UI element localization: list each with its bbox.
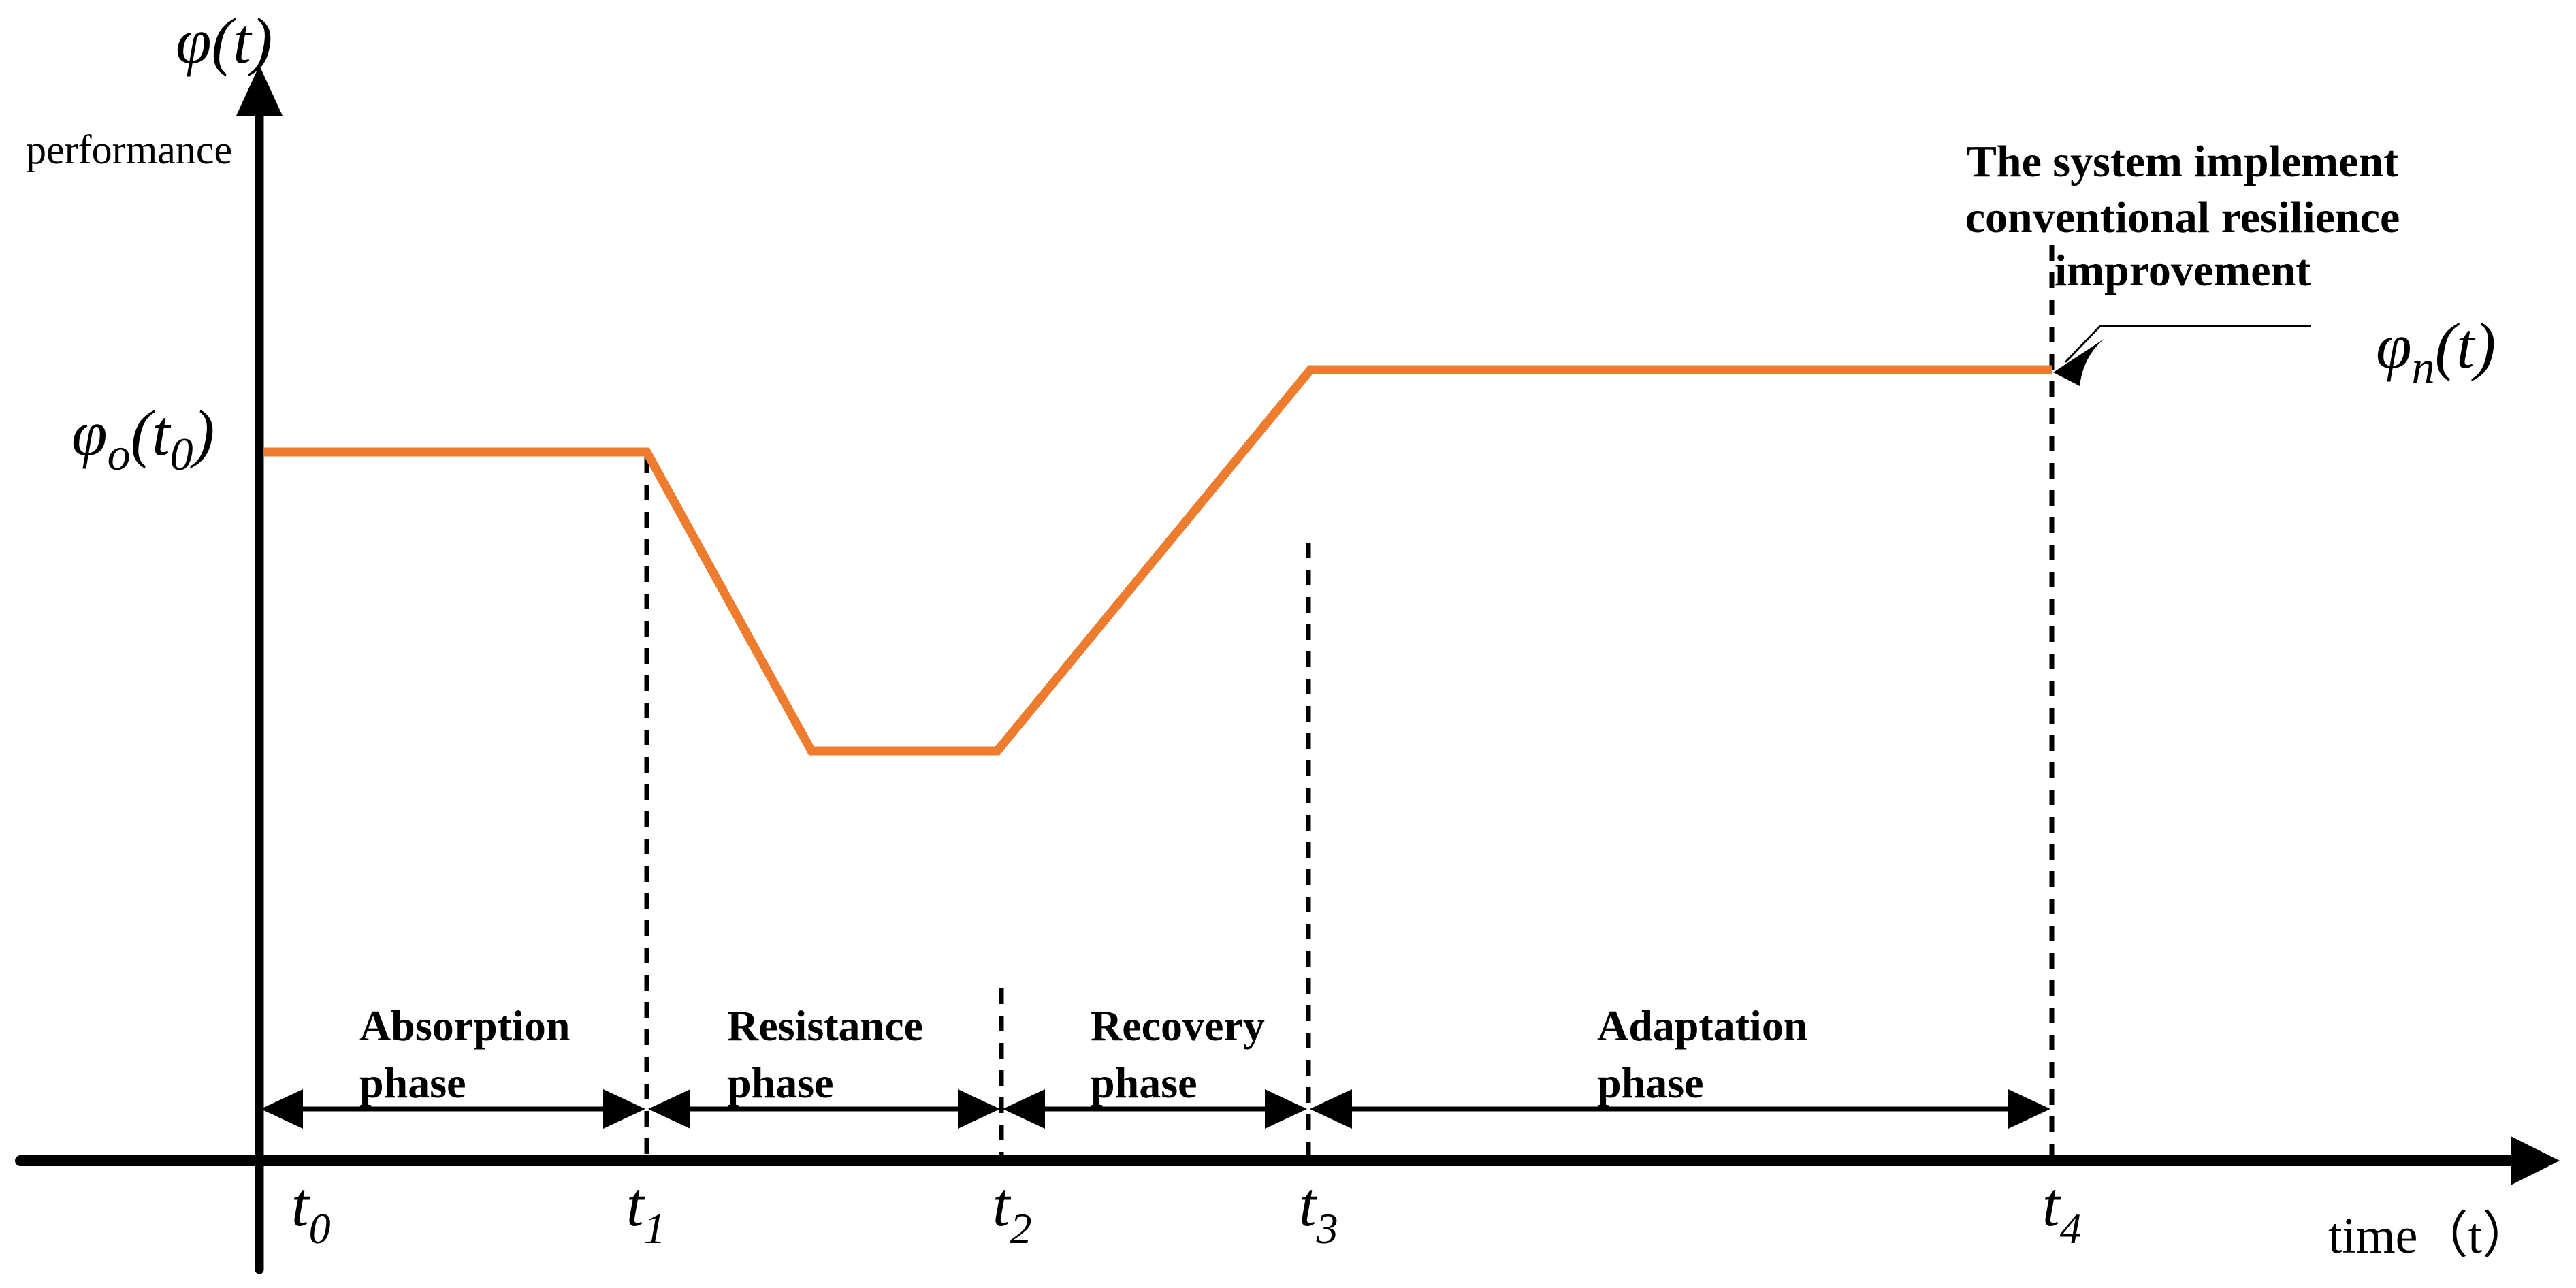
phase-label-recovery-line2: phase xyxy=(1091,1059,1197,1107)
recovery-arrow-right-head-icon xyxy=(1265,1089,1307,1129)
phase-label-resistance-line1: Resistance xyxy=(727,1001,923,1050)
tick-label-t0: t0 xyxy=(291,1170,331,1253)
annotation-line-1: The system implement xyxy=(1967,137,2398,187)
resistance-arrow-right-head-icon xyxy=(958,1089,1000,1129)
absorption-arrow-left-head-icon xyxy=(261,1089,303,1129)
annotation-line-3: improvement xyxy=(2055,246,2311,295)
performance-curve xyxy=(264,365,2052,756)
annotation-line-2: conventional resilience xyxy=(1965,193,2400,242)
resistance-arrow-left-head-icon xyxy=(648,1089,690,1129)
y-axis-title: φ(t) xyxy=(176,5,272,77)
x-axis-title: time（t） xyxy=(2328,1208,2532,1264)
phase-label-absorption-line1: Absorption xyxy=(359,1001,570,1050)
callout-leader-line xyxy=(2064,325,2311,364)
recovery-arrow-left-head-icon xyxy=(1003,1089,1045,1129)
adaptation-arrow-left-head-icon xyxy=(1310,1089,1352,1129)
callout-arrowhead-icon xyxy=(2053,338,2105,386)
adaptation-arrow-right-head-icon xyxy=(2008,1089,2050,1129)
phase-label-adaptation-line1: Adaptation xyxy=(1597,1001,1807,1050)
new-level-label: φn(t) xyxy=(2376,310,2496,393)
y-axis-arrowhead-icon xyxy=(236,65,283,116)
tick-label-t1: t1 xyxy=(626,1170,666,1253)
absorption-arrow-right-head-icon xyxy=(603,1089,645,1129)
y-axis-subtitle: performance xyxy=(26,127,232,172)
phase-label-adaptation-line2: phase xyxy=(1597,1059,1704,1107)
phase-label-recovery-line1: Recovery xyxy=(1091,1001,1265,1050)
tick-label-t2: t2 xyxy=(993,1170,1032,1253)
tick-label-t3: t3 xyxy=(1299,1170,1338,1253)
x-axis-arrowhead-icon xyxy=(2511,1136,2560,1185)
tick-label-t4: t4 xyxy=(2042,1170,2082,1253)
phase-label-absorption-line2: phase xyxy=(359,1059,466,1107)
initial-level-label: φo(t0) xyxy=(71,397,214,480)
phase-label-resistance-line2: phase xyxy=(727,1059,834,1107)
